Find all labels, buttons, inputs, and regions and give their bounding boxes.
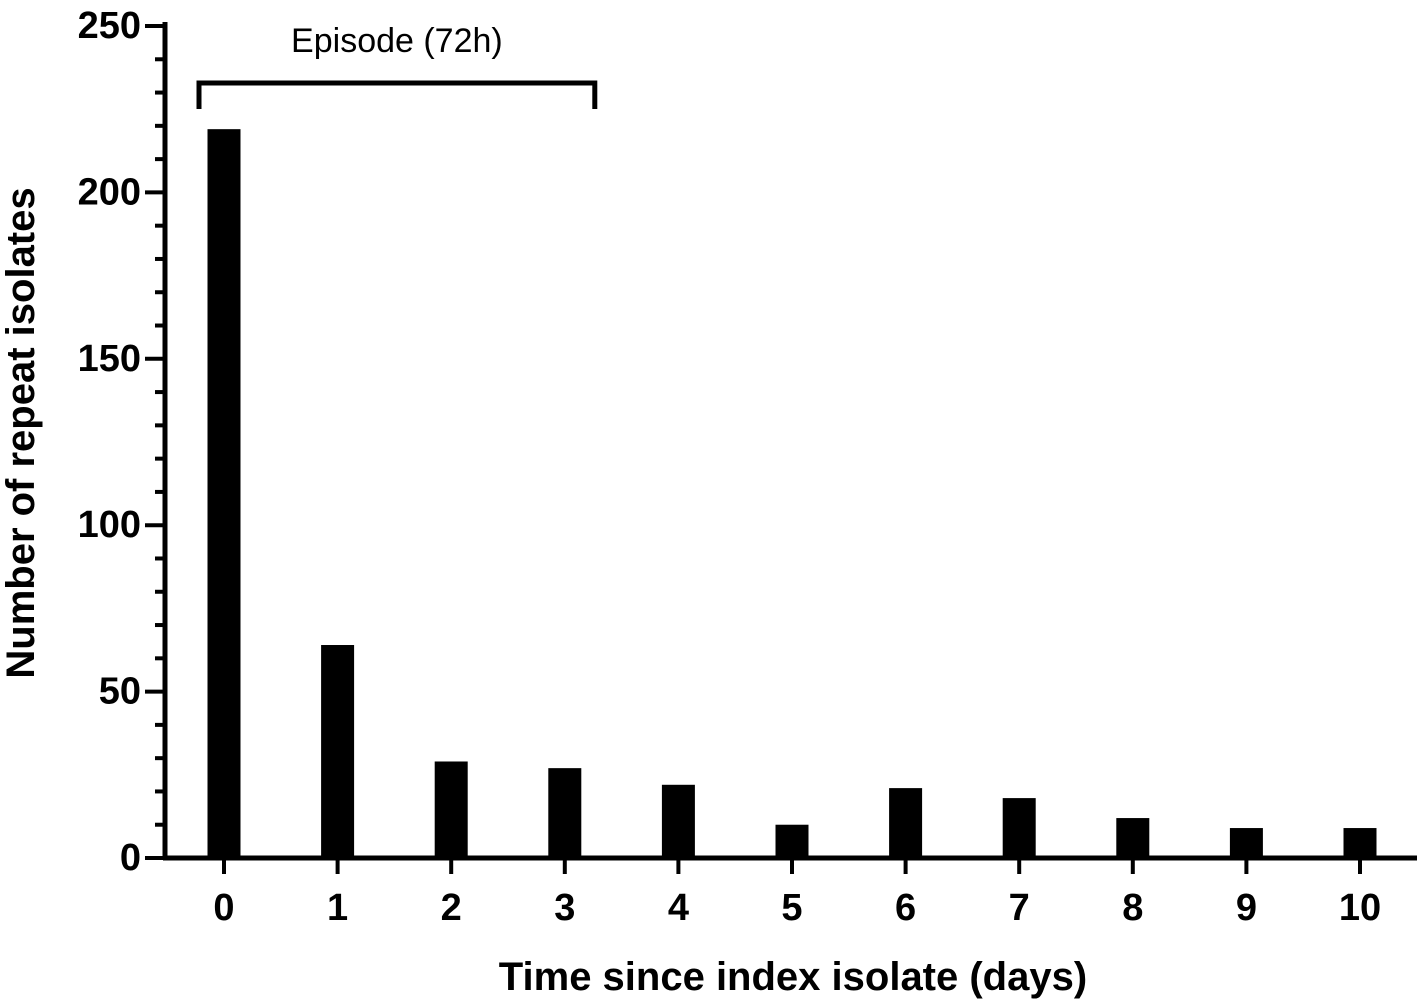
bar: [1229, 828, 1263, 858]
x-tick-label: 8: [1122, 887, 1143, 929]
y-tick-label: 0: [120, 837, 141, 879]
y-tick-label: 150: [78, 338, 141, 380]
bracket-line: [196, 80, 598, 109]
bar: [661, 784, 695, 858]
bar: [1343, 828, 1377, 858]
y-tick-label: 200: [78, 171, 141, 213]
x-tick-label: 1: [327, 887, 348, 929]
bars: [207, 129, 1377, 859]
bar: [548, 768, 582, 858]
episode-bracket: Episode (72h): [196, 22, 598, 109]
x-tick-label: 10: [1339, 887, 1381, 929]
y-tick-label: 100: [78, 504, 141, 546]
bar: [207, 129, 241, 859]
x-axis-title: Time since index isolate (days): [499, 955, 1087, 999]
bar: [321, 645, 355, 858]
episode-label: Episode (72h): [291, 22, 503, 60]
x-tick-label: 9: [1236, 887, 1257, 929]
x-tick-label: 2: [441, 887, 462, 929]
bar: [775, 824, 809, 858]
x-tick-label: 5: [781, 887, 802, 929]
bar: [434, 761, 468, 858]
x-tick-label: 4: [668, 887, 689, 929]
y-axis: 0 50 100 150 200 250: [78, 5, 168, 879]
bar: [1002, 798, 1036, 858]
bar: [1116, 818, 1150, 858]
x-tick-label: 7: [1009, 887, 1030, 929]
x-axis: 0 1 2 3 4 5 6 7 8 9 10: [163, 855, 1417, 929]
bar: [889, 788, 923, 858]
y-axis-title: Number of repeat isolates: [0, 187, 43, 678]
y-tick-label: 250: [78, 5, 141, 47]
x-tick-label: 3: [554, 887, 575, 929]
x-tick-label: 0: [213, 887, 234, 929]
x-tick-label: 6: [895, 887, 916, 929]
y-tick-label: 50: [99, 671, 141, 713]
